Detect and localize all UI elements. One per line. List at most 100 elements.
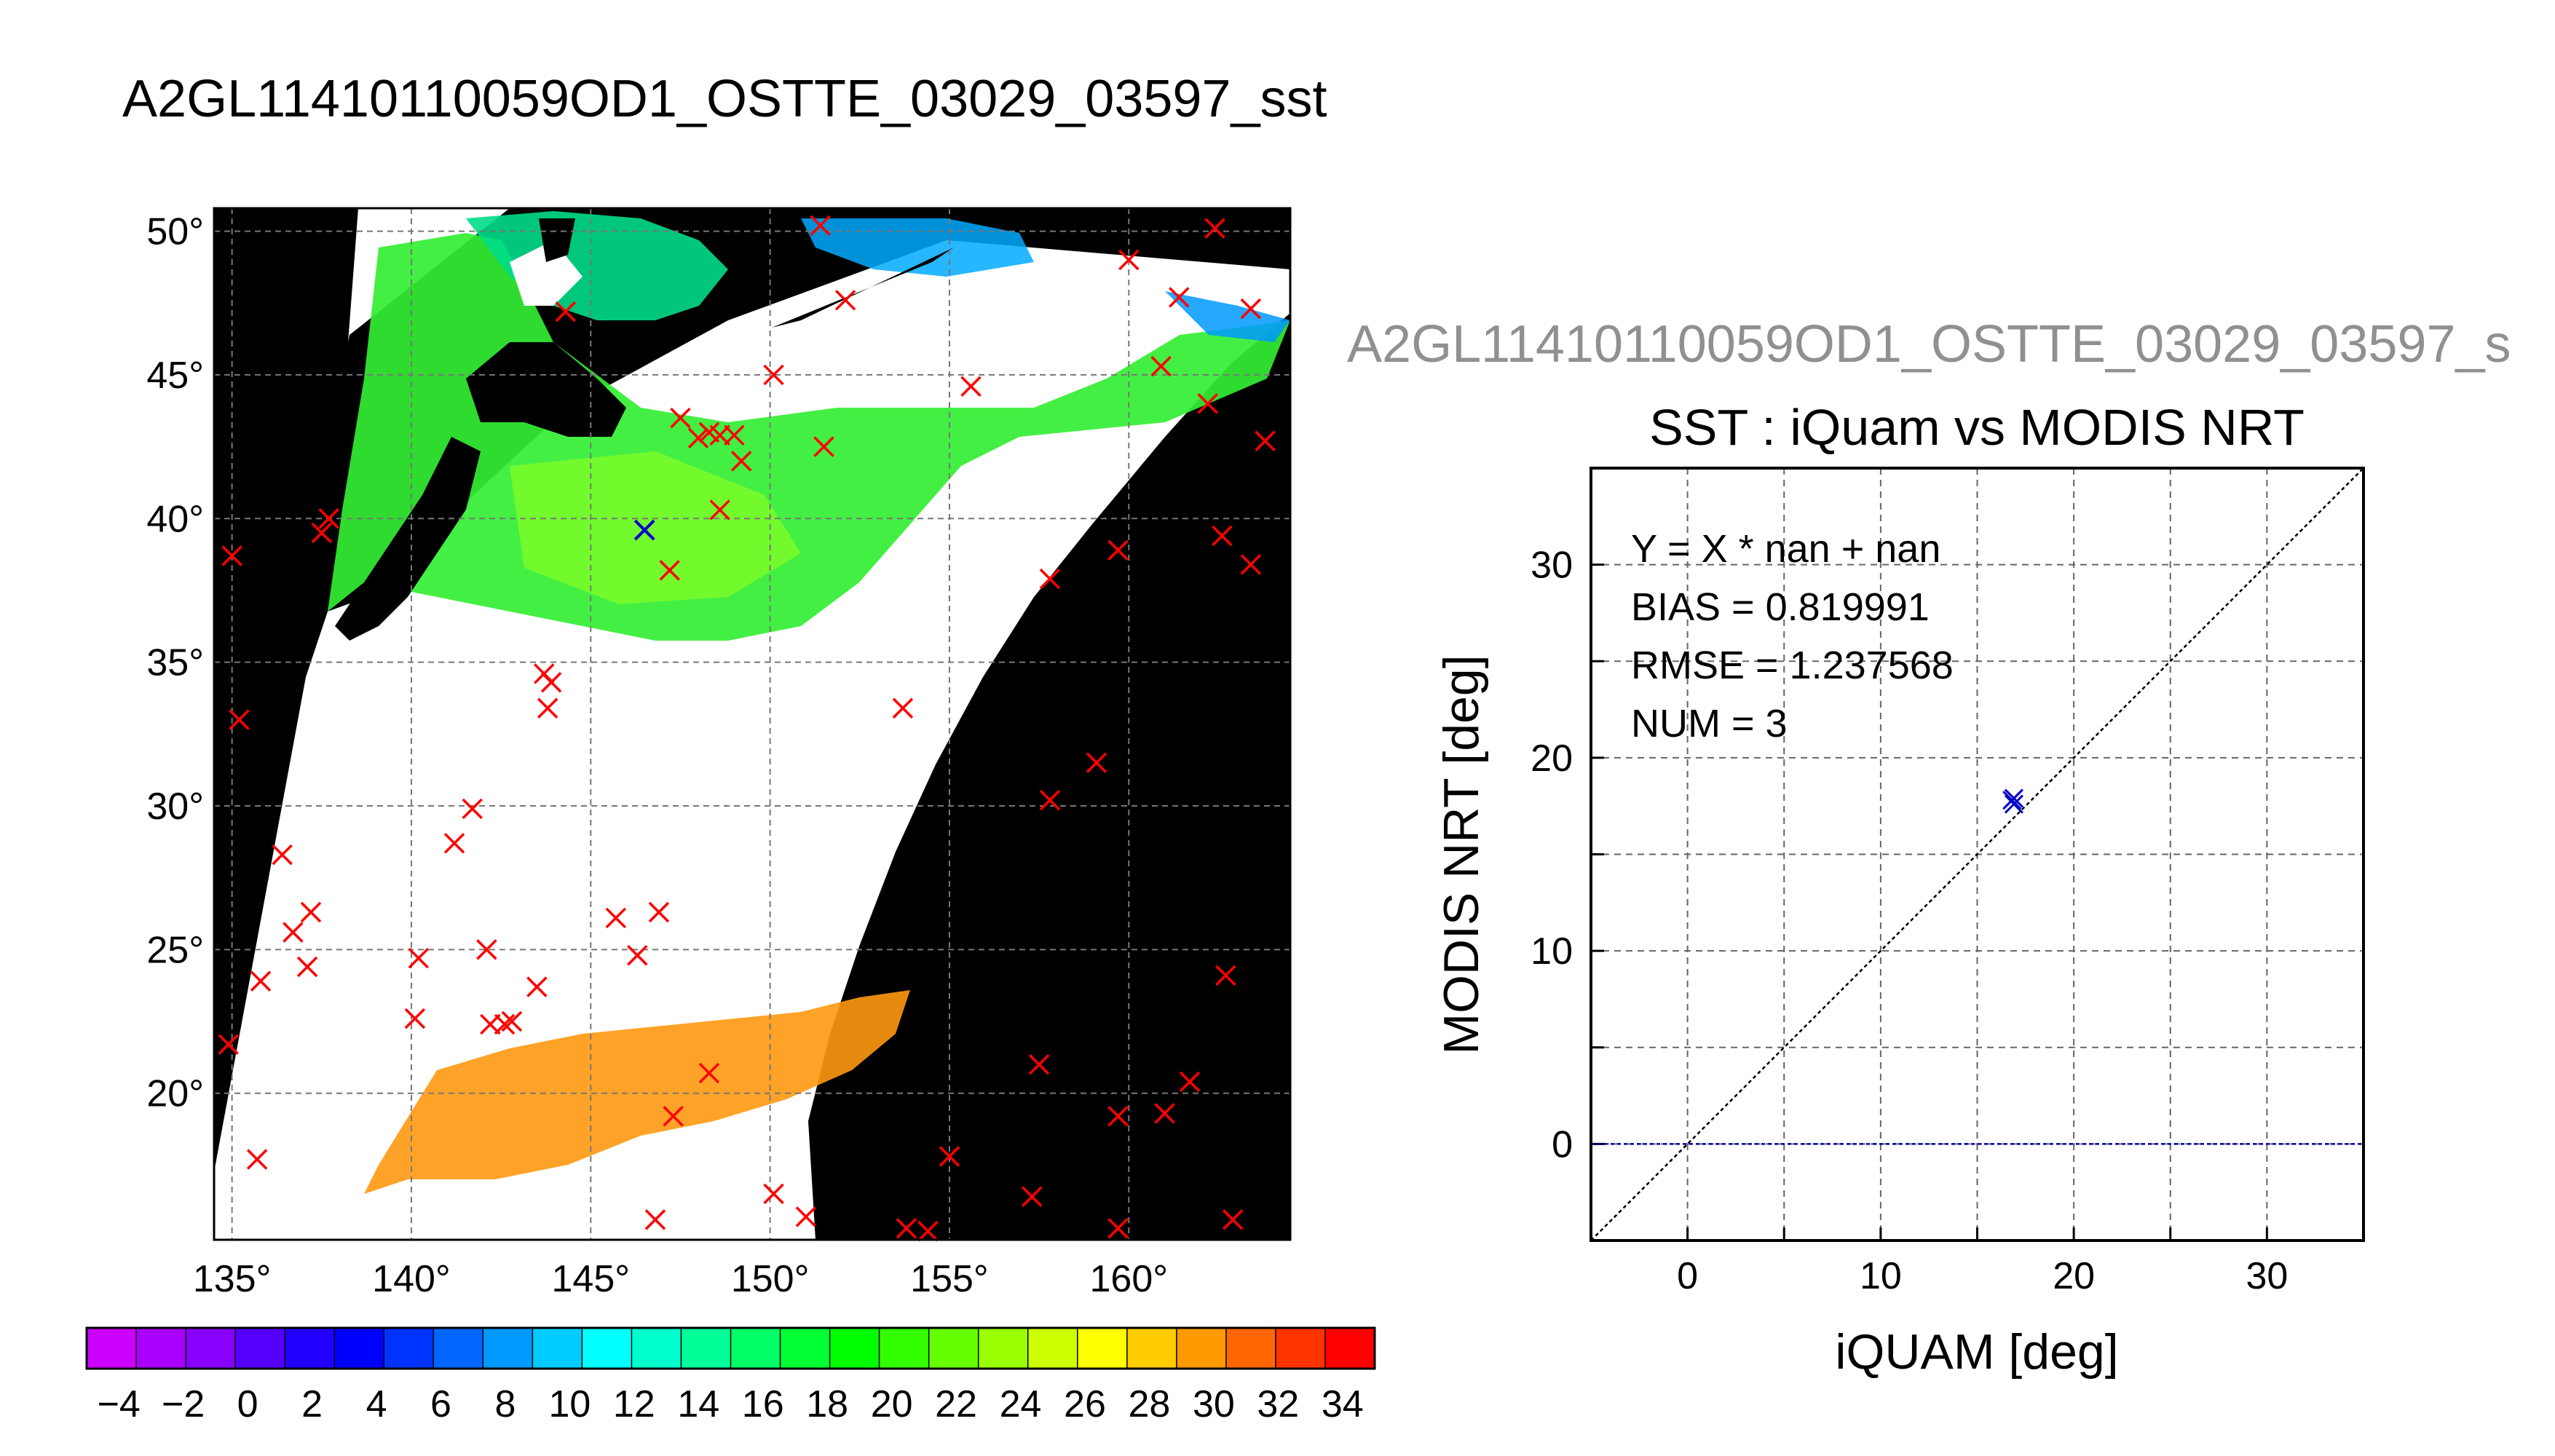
colorbar-cell (1027, 1328, 1078, 1369)
sst-orange-band (364, 990, 910, 1194)
map-marker-red (246, 1149, 268, 1170)
colorbar-tick: 2 (301, 1383, 323, 1425)
map-marker-red (1204, 218, 1225, 239)
map-marker-red (709, 499, 730, 521)
land-hokkaido (466, 342, 626, 437)
map-lat-tick: 50° (146, 211, 204, 253)
map-marker-red (229, 709, 250, 730)
colorbar-cell (681, 1328, 732, 1369)
colorbar-tick: 30 (1193, 1383, 1235, 1425)
colorbar-tick: −2 (162, 1383, 205, 1425)
map-marker-red (896, 1217, 917, 1239)
map-lon-tick: 150° (731, 1258, 810, 1300)
land-sakhalin (539, 218, 575, 262)
colorbar-tick: 32 (1257, 1383, 1299, 1425)
map-lon-tick: 145° (552, 1258, 631, 1300)
colorbar-tick: 10 (548, 1383, 591, 1425)
map-marker-red (1039, 789, 1061, 811)
scatter-reference-lines (1590, 467, 2364, 1241)
scatter-point (2002, 791, 2022, 810)
map-marker-red (526, 976, 548, 997)
map-marker-red (834, 290, 856, 311)
colorbar-cell (582, 1328, 633, 1369)
colorbar-tick: 24 (1000, 1383, 1042, 1425)
map-marker-red (960, 376, 982, 397)
map-marker-red (1107, 539, 1129, 561)
colorbar-cell (483, 1328, 533, 1369)
map-marker-red (813, 436, 834, 457)
map-marker-red (1215, 965, 1236, 986)
colorbar-cell (285, 1328, 335, 1369)
colorbar-cell (1275, 1328, 1326, 1369)
map-marker-red (1086, 752, 1107, 774)
map-marker-blue (633, 519, 655, 541)
map-marker-red (1022, 1186, 1043, 1208)
colorbar-cell (235, 1328, 285, 1369)
colorbar-tick: 20 (871, 1383, 913, 1425)
colorbar-cell (1225, 1328, 1276, 1369)
scatter-y-tick: 10 (1531, 930, 1573, 973)
colorbar-tick: 14 (677, 1383, 719, 1425)
map-marker-red (1028, 1053, 1050, 1075)
map-marker-red (670, 407, 691, 429)
sst-cyan-green-patch (466, 211, 728, 320)
map-lat-tick: 30° (146, 786, 204, 828)
map-marker-red (555, 301, 577, 323)
one-to-one-line (1590, 467, 2364, 1241)
map-lat-tick: 45° (146, 355, 204, 397)
colorbar-frame (85, 1326, 1376, 1370)
map-marker-red (698, 1062, 720, 1084)
map-marker-red (300, 901, 322, 923)
map-marker-red (218, 1034, 239, 1055)
map-marker-red (1154, 1103, 1175, 1124)
map-marker-red (501, 1010, 523, 1032)
main-title: A2GL11410110059OD1_OSTTE_03029_03597_sst (122, 70, 1327, 128)
colorbar-tick: 0 (237, 1383, 258, 1425)
map-marker-red (795, 1206, 817, 1227)
colorbar-cell (334, 1328, 384, 1369)
colorbar-cell (631, 1328, 682, 1369)
map-marker-red (763, 1183, 784, 1205)
map-lat-tick: 35° (146, 642, 204, 684)
colorbar-cell (1176, 1328, 1227, 1369)
map-marker-red (730, 451, 752, 472)
map-marker-red (1240, 554, 1262, 575)
map-marker-red (1107, 1106, 1129, 1127)
colorbar-cell (532, 1328, 583, 1369)
colorbar-tick: 22 (935, 1383, 977, 1425)
colorbar-cell (1126, 1328, 1177, 1369)
map-marker-red (1039, 568, 1061, 590)
scatter-y-tick: 20 (1531, 737, 1573, 780)
map-marker-red (494, 1013, 516, 1035)
map-marker-red (250, 970, 272, 992)
map-marker-red (272, 844, 293, 866)
map-marker-red (644, 1209, 666, 1230)
map-marker-red (1150, 355, 1172, 377)
colorbar-tick: 34 (1322, 1383, 1364, 1425)
map-lat-tick: 20° (146, 1073, 204, 1115)
map-marker-red (462, 798, 483, 820)
stats-fit: Y = X * nan + nan (1631, 527, 1940, 571)
colorbar-tick: 4 (366, 1383, 387, 1425)
map-marker-red (1197, 393, 1218, 414)
map-lon-tick: 155° (910, 1258, 989, 1300)
map-match-markers (218, 215, 1276, 1242)
colorbar-cell (433, 1328, 483, 1369)
colorbar-cell (829, 1328, 880, 1369)
colorbar-tick: 28 (1129, 1383, 1171, 1425)
map-marker-red (687, 427, 709, 449)
colorbar-cell (186, 1328, 236, 1369)
colorbar-cell (978, 1328, 1029, 1369)
map-marker-red (1107, 1217, 1129, 1239)
colorbar-cell (780, 1328, 831, 1369)
colorbar-tick: 6 (430, 1383, 451, 1425)
scatter-x-axis-label: iQUAM [deg] (1835, 1324, 2118, 1380)
colorbar-cell (384, 1328, 434, 1369)
land-honshu (335, 437, 481, 641)
scatter-y-tick-labels: 0 10 20 30 (1531, 545, 1573, 1166)
map-marker-red (408, 947, 430, 969)
map-marker-red (1212, 525, 1233, 547)
map-lon-tick: 135° (193, 1258, 272, 1300)
